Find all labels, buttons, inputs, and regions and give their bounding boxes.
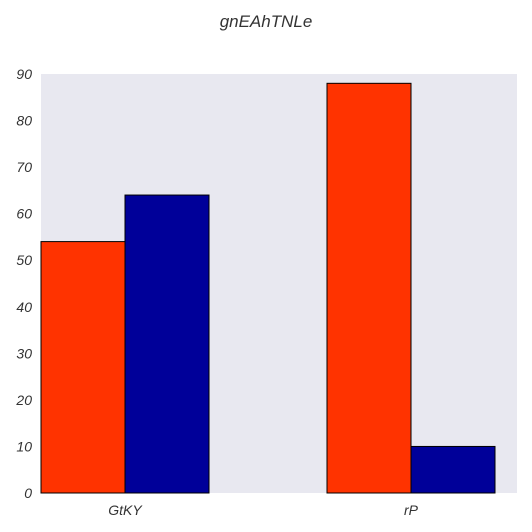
x-axis-ticks: GtKY rP <box>108 502 418 518</box>
y-tick-label: 60 <box>16 206 32 222</box>
y-tick-label: 80 <box>16 113 32 129</box>
bar-GtKY-series-1 <box>40 241 126 494</box>
bar-rP-series-2 <box>410 445 496 494</box>
y-tick-label: 10 <box>16 438 32 454</box>
chart-title: gnEAhTNLe <box>219 12 313 31</box>
y-tick-label: 0 <box>24 485 32 501</box>
x-tick-label: rP <box>404 502 419 518</box>
y-tick-label: 90 <box>16 66 32 82</box>
bar-GtKY-series-2 <box>124 194 210 494</box>
x-tick-label: GtKY <box>108 502 143 518</box>
bars-group <box>40 82 496 494</box>
y-tick-label: 20 <box>15 392 32 408</box>
y-tick-label: 50 <box>16 252 32 268</box>
bar-rP-series-1 <box>326 82 412 494</box>
y-tick-label: 70 <box>16 159 32 175</box>
y-axis-ticks: 0 10 20 30 40 50 60 70 80 90 <box>15 66 32 501</box>
y-tick-label: 40 <box>16 299 32 315</box>
y-tick-label: 30 <box>16 345 32 361</box>
